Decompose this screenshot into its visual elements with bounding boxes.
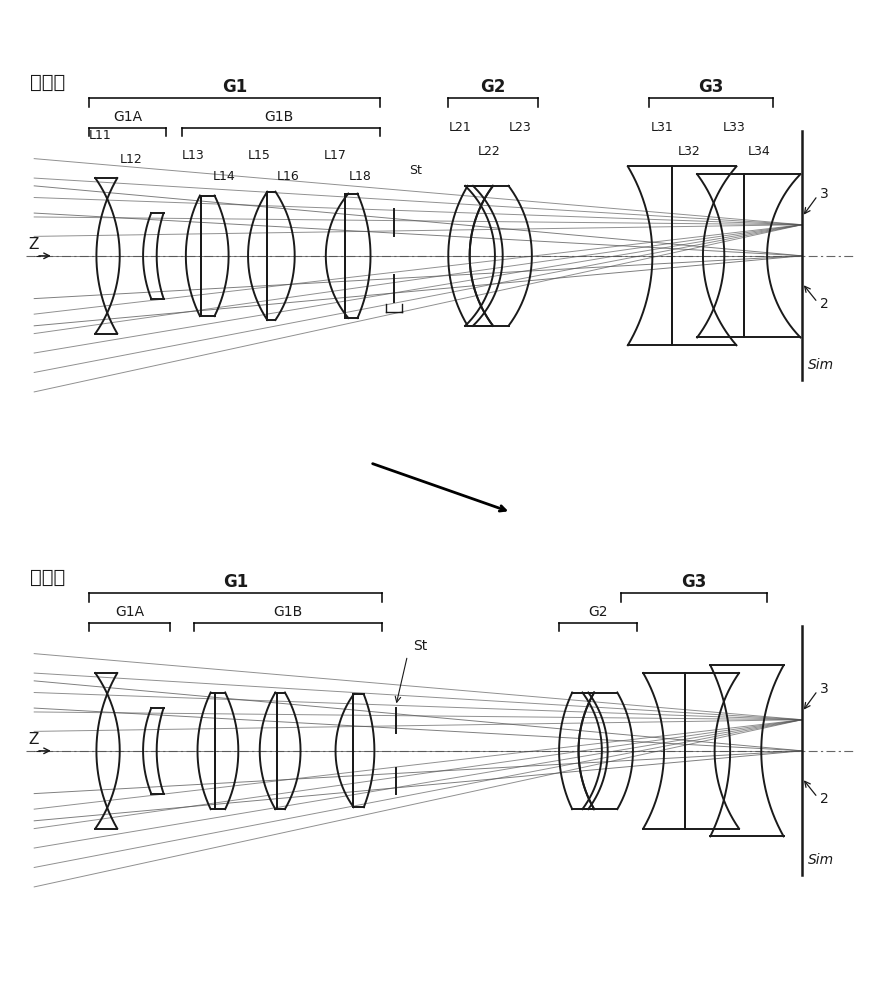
Text: G1: G1 — [222, 78, 247, 96]
Text: St: St — [413, 639, 427, 653]
Text: G1B: G1B — [273, 605, 302, 619]
Text: G2: G2 — [480, 78, 506, 96]
Text: L12: L12 — [120, 153, 143, 166]
Text: L14: L14 — [213, 170, 236, 183]
Text: G3: G3 — [681, 573, 707, 591]
Text: L31: L31 — [650, 121, 673, 134]
Text: Sim: Sim — [808, 358, 834, 372]
Text: Z: Z — [28, 237, 39, 252]
Text: L16: L16 — [278, 170, 300, 183]
Text: L17: L17 — [324, 149, 347, 162]
Text: L13: L13 — [182, 149, 204, 162]
Text: L15: L15 — [248, 149, 271, 162]
Text: G3: G3 — [698, 78, 723, 96]
Text: L21: L21 — [448, 121, 471, 134]
Text: L34: L34 — [748, 145, 770, 158]
Text: 3: 3 — [820, 682, 829, 696]
Text: L22: L22 — [478, 145, 500, 158]
Text: 无限远: 无限远 — [30, 73, 65, 92]
Text: G1A: G1A — [113, 110, 142, 124]
Text: L32: L32 — [677, 145, 700, 158]
Text: 最近处: 最近处 — [30, 568, 65, 587]
Text: L11: L11 — [89, 129, 111, 142]
Text: L18: L18 — [349, 170, 372, 183]
Text: G1B: G1B — [264, 110, 293, 124]
Text: L33: L33 — [722, 121, 745, 134]
Text: 3: 3 — [820, 187, 829, 201]
Text: Z: Z — [28, 732, 39, 747]
Text: 2: 2 — [820, 792, 829, 806]
Text: L23: L23 — [508, 121, 531, 134]
Text: G1A: G1A — [115, 605, 144, 619]
Text: 2: 2 — [820, 297, 829, 311]
Text: St: St — [410, 164, 422, 177]
Text: Sim: Sim — [808, 853, 834, 867]
Text: G1: G1 — [223, 573, 248, 591]
Text: G2: G2 — [589, 605, 608, 619]
